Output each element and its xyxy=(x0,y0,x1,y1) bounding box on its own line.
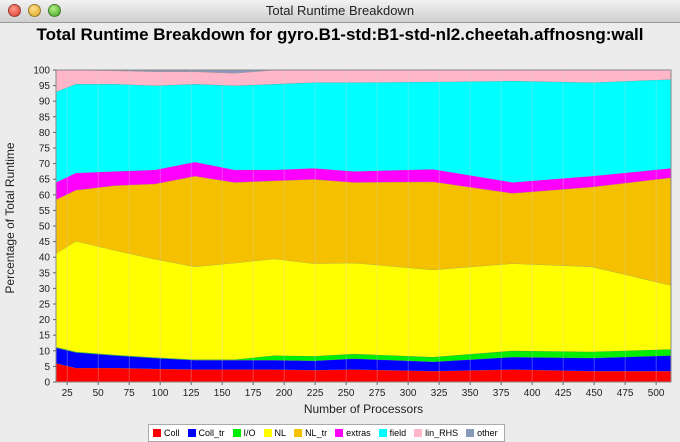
x-tick-label: 200 xyxy=(276,388,293,399)
legend-item: I/O xyxy=(232,428,256,438)
x-tick-label: 25 xyxy=(62,388,74,399)
x-tick-label: 425 xyxy=(555,388,572,399)
x-tick-label: 100 xyxy=(152,388,169,399)
y-tick-label: 70 xyxy=(39,159,51,170)
x-tick-label: 375 xyxy=(493,388,510,399)
y-tick-label: 65 xyxy=(39,175,51,186)
y-axis-ticks: 0 5 10 15 20 25 30 35 40 45 50 55 60 65 70 75 80 85 90 95 10… xyxy=(33,66,56,389)
y-tick-label: 40 xyxy=(39,253,51,264)
legend-label: other xyxy=(477,428,498,438)
legend-item: extras xyxy=(335,428,371,438)
x-tick-label: 250 xyxy=(338,388,355,399)
x-gridlines xyxy=(66,70,657,382)
legend-label: Coll_tr xyxy=(198,428,225,438)
legend-item: Coll_tr xyxy=(187,428,225,438)
x-tick-label: 325 xyxy=(431,388,448,399)
y-tick-label: 50 xyxy=(39,222,51,233)
y-tick-label: 30 xyxy=(39,284,51,295)
minimize-window-button[interactable] xyxy=(28,4,41,17)
x-tick-label: 275 xyxy=(369,388,386,399)
chart-legend: Coll Coll_tr I/O NL NL_tr extras field lin_RHS o… xyxy=(148,424,505,442)
legend-item: field xyxy=(378,428,407,438)
x-tick-label: 300 xyxy=(400,388,417,399)
window-title: Total Runtime Breakdown xyxy=(265,3,415,18)
legend-swatch xyxy=(263,429,272,437)
y-tick-label: 75 xyxy=(39,144,51,155)
y-tick-label: 60 xyxy=(39,190,51,201)
legend-swatch xyxy=(153,429,161,437)
legend-item: NL xyxy=(263,428,287,438)
y-tick-label: 55 xyxy=(39,206,51,217)
y-tick-label: 80 xyxy=(39,128,51,139)
chart-title: Total Runtime Breakdown for gyro.B1-std:… xyxy=(36,25,644,44)
x-axis-label: Number of Processors xyxy=(303,402,424,416)
y-tick-label: 5 xyxy=(44,362,50,373)
x-tick-label: 175 xyxy=(245,388,262,399)
legend-label: Coll xyxy=(164,428,180,438)
legend-label: field xyxy=(389,428,407,438)
y-tick-label: 25 xyxy=(39,300,51,311)
y-tick-label: 45 xyxy=(39,237,51,248)
x-tick-label: 50 xyxy=(93,388,105,399)
legend-item: other xyxy=(466,428,498,438)
y-tick-label: 0 xyxy=(44,378,50,389)
legend-swatch xyxy=(378,429,387,437)
x-tick-label: 225 xyxy=(307,388,324,399)
legend-item: NL_tr xyxy=(294,428,327,438)
area-nl-tr xyxy=(56,176,671,286)
legend-label: extras xyxy=(346,428,371,438)
legend-swatch xyxy=(335,429,344,437)
zoom-window-button[interactable] xyxy=(48,4,61,17)
close-window-button[interactable] xyxy=(8,4,21,17)
x-tick-label: 500 xyxy=(648,388,665,399)
area-coll xyxy=(56,363,671,382)
y-tick-label: 10 xyxy=(39,346,51,357)
y-tick-label: 85 xyxy=(39,112,51,123)
legend-swatch xyxy=(294,429,303,437)
x-tick-label: 475 xyxy=(617,388,634,399)
legend-swatch xyxy=(232,429,241,437)
legend-label: NL xyxy=(274,428,287,438)
legend-item: lin_RHS xyxy=(414,428,458,438)
y-tick-label: 15 xyxy=(39,331,51,342)
x-tick-label: 450 xyxy=(586,388,603,399)
area-extras xyxy=(56,162,671,200)
stacked-areas xyxy=(55,69,672,382)
y-tick-label: 100 xyxy=(33,66,50,77)
area-lin-rhs xyxy=(56,70,671,92)
x-tick-label: 400 xyxy=(524,388,541,399)
y-tick-label: 20 xyxy=(39,315,51,326)
window-titlebar[interactable]: Total Runtime Breakdown xyxy=(0,0,680,23)
x-tick-label: 125 xyxy=(183,388,200,399)
x-axis-ticks: 25 50 75 100 125 150 175 200 225 250 275 300 325 350 3… xyxy=(62,382,665,399)
area-field xyxy=(56,79,671,183)
x-tick-label: 75 xyxy=(124,388,136,399)
legend-item: Coll xyxy=(153,428,180,438)
legend-label: I/O xyxy=(243,428,256,438)
legend-swatch xyxy=(414,429,423,437)
legend-swatch xyxy=(466,429,475,437)
legend-swatch xyxy=(187,429,196,437)
area-nl xyxy=(56,240,671,360)
x-tick-label: 350 xyxy=(462,388,479,399)
legend-label: lin_RHS xyxy=(425,428,459,438)
y-tick-label: 90 xyxy=(39,97,51,108)
y-tick-label: 35 xyxy=(39,268,51,279)
legend-label: NL_tr xyxy=(305,428,328,438)
x-tick-label: 150 xyxy=(214,388,231,399)
y-tick-label: 95 xyxy=(39,81,51,92)
